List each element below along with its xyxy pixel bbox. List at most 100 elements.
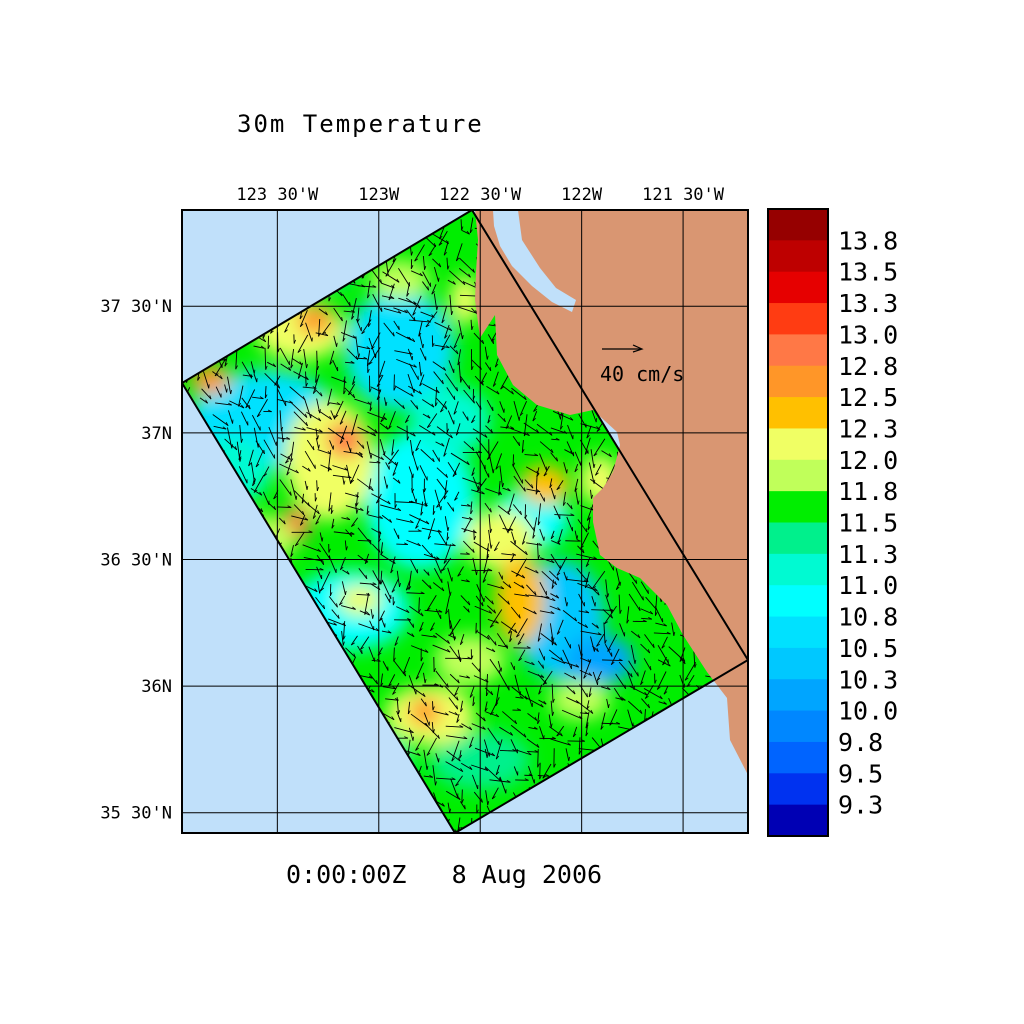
current-vector xyxy=(312,374,320,394)
current-vector xyxy=(686,674,695,687)
current-vector-head xyxy=(410,392,414,397)
current-vector xyxy=(749,217,757,223)
current-vector-head xyxy=(462,335,464,340)
current-vector xyxy=(473,675,489,683)
current-vector xyxy=(437,530,448,546)
current-vector xyxy=(488,453,494,474)
current-vector-head xyxy=(443,560,448,564)
current-vector xyxy=(484,687,494,696)
current-vector-head xyxy=(597,632,602,636)
current-vector xyxy=(444,324,450,339)
current-vector xyxy=(252,477,256,487)
current-vector xyxy=(419,374,425,387)
current-vector-head xyxy=(549,484,553,489)
current-vector xyxy=(394,350,413,355)
current-vector-head xyxy=(436,556,440,560)
current-vector xyxy=(333,307,343,322)
current-vector-head xyxy=(597,591,600,596)
current-vector-head xyxy=(491,796,496,800)
current-vector xyxy=(577,621,588,628)
current-vector xyxy=(641,698,650,709)
current-vector-head xyxy=(441,568,446,572)
current-vector-head xyxy=(526,646,531,649)
current-vector xyxy=(460,700,463,712)
current-vector-head xyxy=(346,570,350,575)
current-vector-head xyxy=(277,348,280,353)
current-vector xyxy=(435,632,450,644)
current-vector-head xyxy=(224,362,228,367)
lat-tick-label: 37 30'N xyxy=(100,297,172,317)
current-vector xyxy=(423,672,426,684)
current-vector xyxy=(538,699,547,705)
current-vector-head xyxy=(756,364,759,367)
current-vector-head xyxy=(367,401,372,405)
current-vector xyxy=(314,388,323,397)
current-vector xyxy=(387,449,399,465)
current-vector-head xyxy=(461,799,464,804)
current-vector xyxy=(484,346,488,360)
current-vector-head xyxy=(426,765,429,770)
current-vector xyxy=(264,386,267,399)
current-vector-head xyxy=(391,716,395,720)
current-vector-head xyxy=(755,351,758,354)
current-vector-head xyxy=(370,487,374,491)
current-vector xyxy=(381,282,395,289)
current-vector xyxy=(749,765,764,773)
current-vector xyxy=(333,335,338,347)
current-vector xyxy=(410,645,429,653)
current-vector-head xyxy=(367,538,372,542)
current-vector xyxy=(591,609,614,611)
colorbar-bin xyxy=(768,804,828,837)
current-vector xyxy=(499,749,517,752)
current-vector xyxy=(476,478,487,492)
current-vector xyxy=(354,398,371,405)
current-vector-head xyxy=(456,705,459,710)
current-vector xyxy=(641,617,652,620)
current-vector xyxy=(590,636,595,652)
current-vector xyxy=(407,348,413,361)
current-vector xyxy=(447,802,451,813)
current-vector xyxy=(456,713,460,723)
current-vector xyxy=(367,514,383,519)
current-vector-head xyxy=(427,535,432,540)
current-vector xyxy=(487,618,499,624)
current-vector-head xyxy=(427,414,431,419)
current-vector-head xyxy=(468,516,473,520)
current-vector-head xyxy=(583,675,587,679)
current-vector-head xyxy=(590,709,594,714)
current-vector xyxy=(527,670,545,678)
current-vector-head xyxy=(320,587,325,592)
current-vector xyxy=(328,555,337,574)
current-vector-head xyxy=(347,475,352,479)
current-vector xyxy=(366,441,372,459)
current-vector-head xyxy=(556,457,559,462)
current-vector xyxy=(318,308,328,316)
current-vector-head xyxy=(500,386,504,390)
current-vector-head xyxy=(470,510,473,515)
current-vector xyxy=(526,542,543,546)
current-vector xyxy=(357,285,377,288)
colorbar-label: 11.8 xyxy=(838,477,898,506)
current-vector-head xyxy=(471,655,474,660)
current-vector xyxy=(448,360,455,373)
current-vector-head xyxy=(432,342,435,347)
current-vector xyxy=(510,739,518,754)
current-vector xyxy=(341,581,346,595)
current-vector xyxy=(578,610,590,614)
current-vector-head xyxy=(532,417,536,422)
current-vector xyxy=(550,452,559,462)
current-vector-head xyxy=(469,766,473,770)
current-vector xyxy=(342,569,350,575)
colorbar-label: 10.8 xyxy=(838,603,898,632)
current-vector-head xyxy=(539,839,541,842)
current-vector-head xyxy=(466,461,470,465)
current-vector xyxy=(419,465,428,481)
current-vector-head xyxy=(467,503,471,507)
current-vector xyxy=(457,349,462,366)
current-vector-head xyxy=(316,365,320,370)
current-vector xyxy=(316,555,325,566)
current-vector xyxy=(242,374,253,377)
current-vector-head xyxy=(456,696,459,701)
current-vector-head xyxy=(566,469,568,474)
current-vector xyxy=(341,631,344,646)
